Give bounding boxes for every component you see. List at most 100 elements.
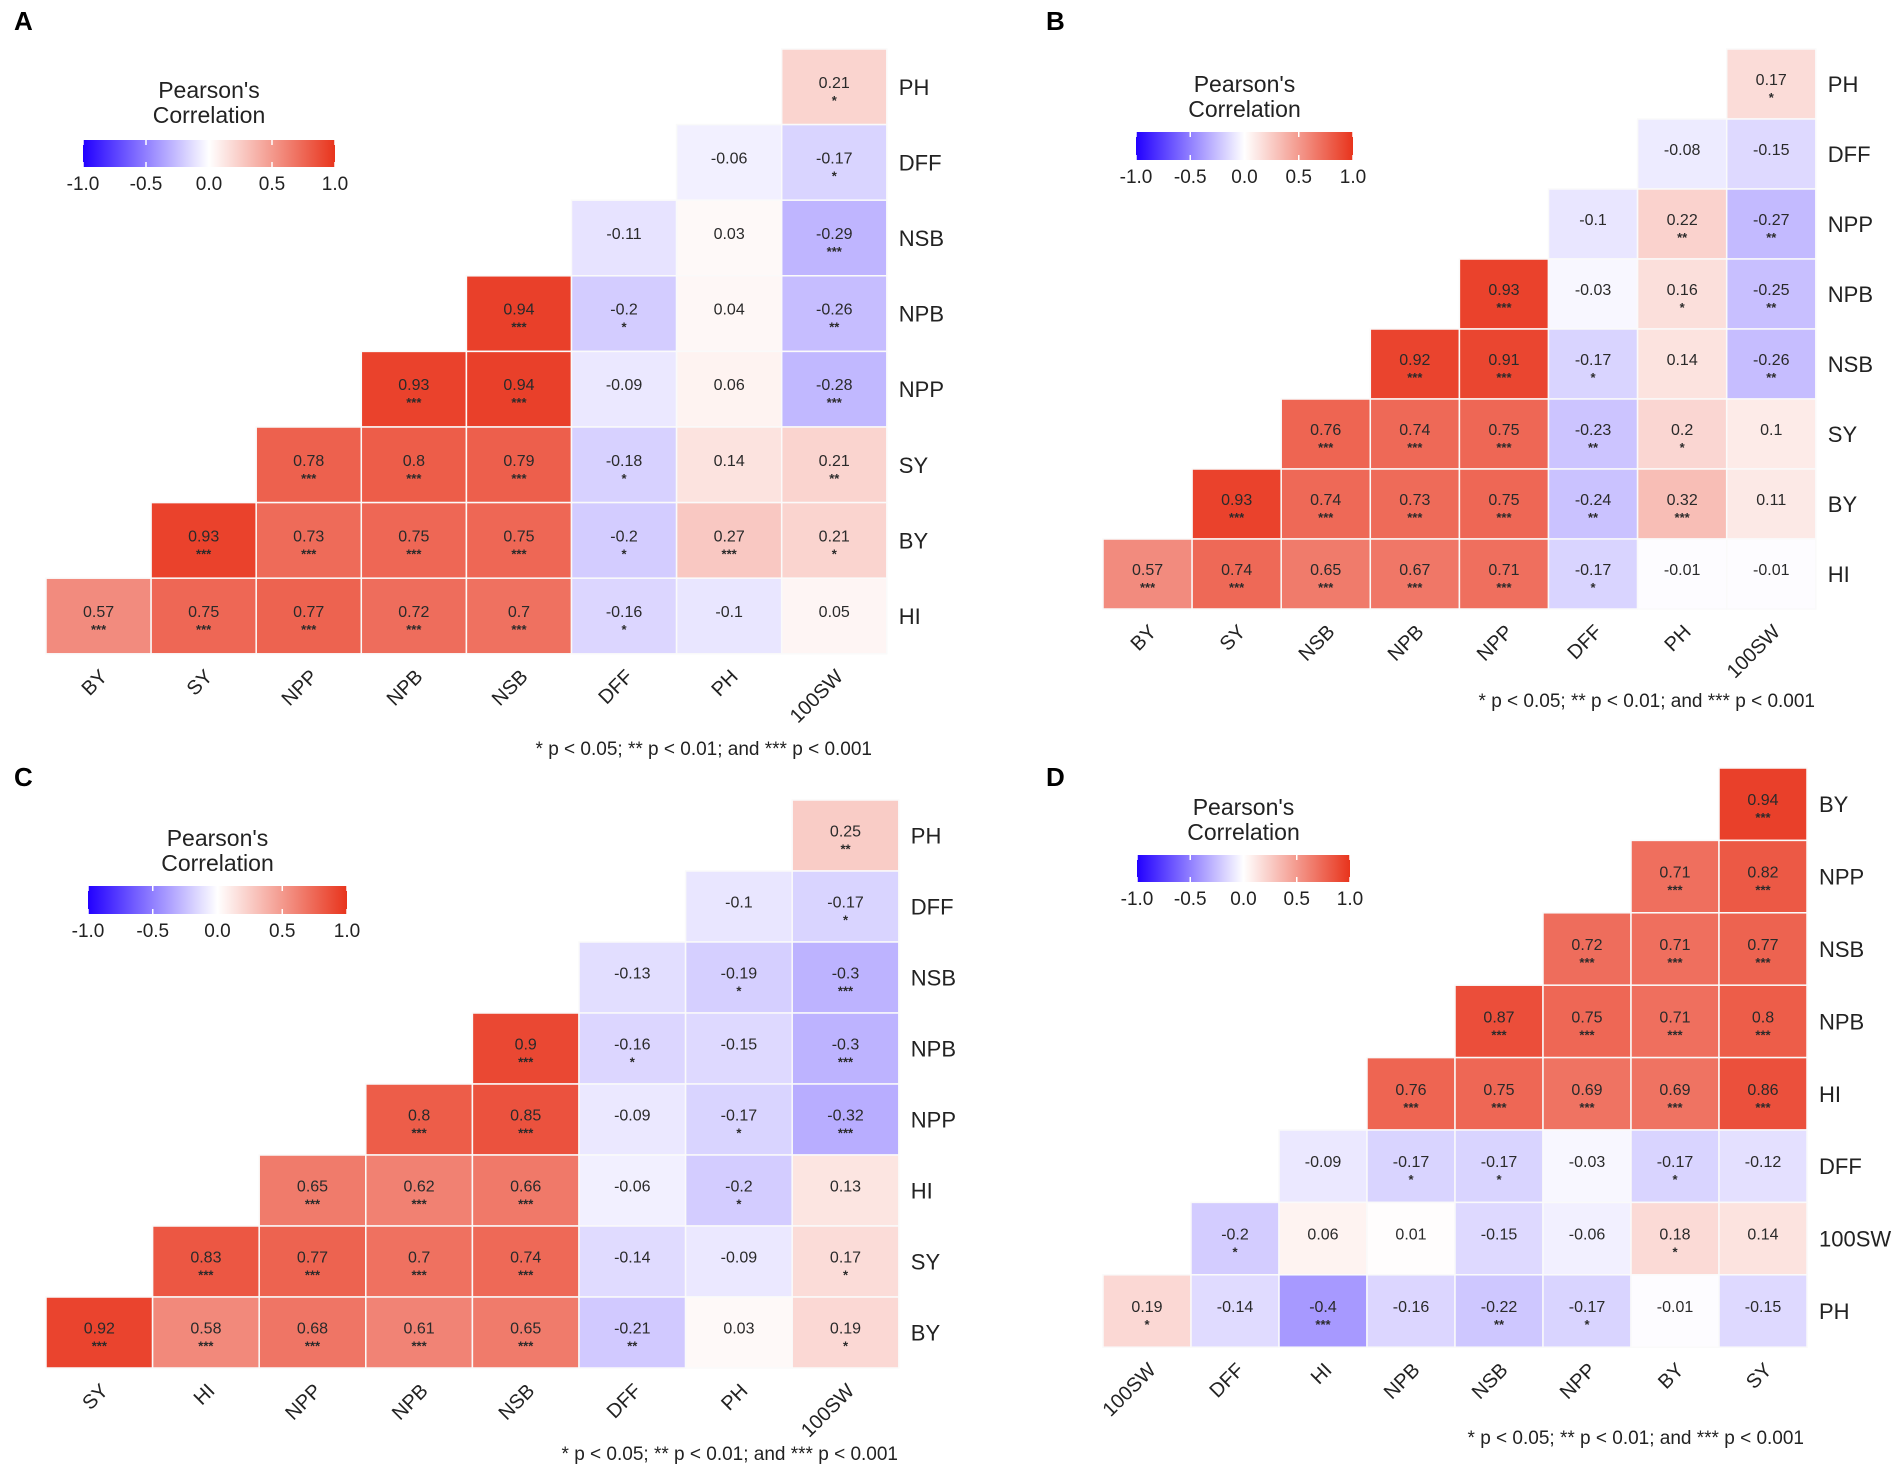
colorbar-tick-label: -0.5 (130, 174, 163, 195)
cell-significance: * (736, 984, 742, 999)
cell-value: 0.58 (190, 1321, 221, 1338)
cell-value: 0.75 (1488, 492, 1519, 509)
colorbar-tick-label: 1.0 (1337, 889, 1363, 910)
cell-significance: ** (840, 842, 851, 857)
cell-value: -0.15 (721, 1037, 758, 1054)
cell-value: -0.03 (1575, 282, 1612, 299)
cell-fill (1542, 984, 1632, 1059)
heatmap-cell: 0.65*** (258, 1154, 367, 1227)
cell-fill (578, 1296, 687, 1369)
cell-value: -0.09 (614, 1108, 651, 1125)
cell-fill (471, 1225, 580, 1298)
cell-value: -0.16 (606, 604, 643, 621)
heatmap-cell: -0.08 (1636, 118, 1728, 190)
cell-significance: *** (518, 1055, 534, 1070)
cell-fill (1725, 188, 1817, 260)
cell-value: -0.24 (1575, 492, 1612, 509)
legend-title: Pearson's (167, 825, 269, 851)
cell-significance: ** (627, 1339, 638, 1354)
heatmap-cell: 0.94*** (465, 275, 573, 353)
cell-fill (1547, 258, 1639, 330)
cell-value: -0.01 (1657, 1299, 1694, 1316)
cell-fill (684, 1225, 793, 1298)
cell-value: -0.2 (1221, 1227, 1249, 1244)
colorbar-tick-label: 0.5 (1284, 889, 1310, 910)
cell-significance: * (736, 1197, 742, 1212)
legend-title: Pearson's (1193, 794, 1295, 820)
cell-value: 0.67 (1399, 562, 1430, 579)
cell-significance: *** (838, 1055, 854, 1070)
cell-value: 0.03 (723, 1321, 754, 1338)
panel-label: D (1046, 762, 1065, 792)
cell-fill (1725, 48, 1817, 120)
row-label: SY (1828, 422, 1858, 447)
heatmap-cell: 0.87*** (1454, 984, 1544, 1059)
cell-fill (1458, 538, 1550, 610)
column-label: NPB (1380, 1359, 1425, 1404)
cell-significance: *** (1496, 440, 1512, 455)
cell-value: 0.93 (1488, 282, 1519, 299)
cell-value: 0.21 (819, 75, 850, 92)
heatmap-cell: 0.03 (675, 199, 783, 277)
heatmap-cell: -0.09 (578, 1083, 687, 1156)
column-label: NPP (281, 1380, 326, 1425)
cell-significance: *** (1667, 955, 1683, 970)
heatmap-cell: 0.77*** (1718, 912, 1808, 986)
row-label: NPB (899, 302, 944, 327)
cell-value: 0.87 (1483, 1009, 1514, 1026)
heatmap-cell: -0.17* (684, 1083, 793, 1156)
cell-fill (791, 941, 900, 1014)
heatmap-cell: -0.17* (1547, 538, 1639, 610)
heatmap-cell: 0.72*** (1542, 912, 1632, 986)
cell-significance: *** (1407, 440, 1423, 455)
column-label: SY (1742, 1359, 1776, 1393)
cell-fill (45, 577, 152, 655)
cell-significance: *** (301, 622, 317, 637)
cell-value: 0.69 (1571, 1082, 1602, 1099)
cell-fill (258, 1296, 367, 1369)
colorbar-tick-label: 1.0 (334, 921, 360, 942)
cell-value: 0.78 (293, 453, 324, 470)
cell-fill (1278, 1274, 1368, 1348)
cell-value: -0.1 (725, 895, 753, 912)
cell-significance: *** (1229, 580, 1245, 595)
heatmap-cell: 0.27*** (675, 501, 783, 579)
column-label: BY (1654, 1359, 1688, 1393)
cell-value: 0.06 (1307, 1227, 1338, 1244)
cell-value: 0.65 (510, 1321, 541, 1338)
column-label: DFF (1564, 621, 1607, 664)
heatmap-cell: -0.14 (1190, 1274, 1280, 1348)
cell-fill (780, 350, 888, 428)
legend-title: Correlation (1187, 819, 1300, 845)
cell-significance: *** (518, 1268, 534, 1283)
cell-significance: *** (412, 1126, 428, 1141)
row-label: NPP (1828, 212, 1873, 237)
cell-significance: *** (1403, 1100, 1419, 1115)
cell-value: 0.8 (1752, 1009, 1774, 1026)
column-label: SY (1216, 621, 1250, 655)
row-label: HI (1828, 562, 1850, 587)
cell-value: 0.05 (819, 604, 850, 621)
cell-value: -0.2 (610, 302, 638, 319)
cell-fill (1280, 468, 1372, 540)
cell-value: 0.1 (1760, 422, 1782, 439)
cell-significance: ** (1766, 300, 1777, 315)
cell-fill (1547, 188, 1639, 260)
column-label: NSB (488, 666, 533, 711)
cell-value: 0.75 (1483, 1082, 1514, 1099)
heatmap-cell: -0.09 (1278, 1129, 1368, 1204)
row-label: DFF (899, 150, 942, 175)
cell-value: -0.01 (1664, 562, 1701, 579)
cell-value: -0.16 (1393, 1299, 1430, 1316)
cell-fill (1102, 1274, 1192, 1348)
cell-significance: ** (829, 320, 840, 335)
cell-significance: *** (1755, 1027, 1771, 1042)
cell-significance: *** (1579, 955, 1595, 970)
cell-fill (1718, 767, 1808, 842)
heatmap-cell: -0.15 (684, 1012, 793, 1085)
cell-fill (578, 1225, 687, 1298)
cell-value: -0.19 (721, 966, 758, 983)
heatmap-cell: 0.72*** (360, 577, 468, 655)
colorbar-tick-label: 1.0 (322, 174, 348, 195)
panel-label: C (14, 762, 33, 792)
